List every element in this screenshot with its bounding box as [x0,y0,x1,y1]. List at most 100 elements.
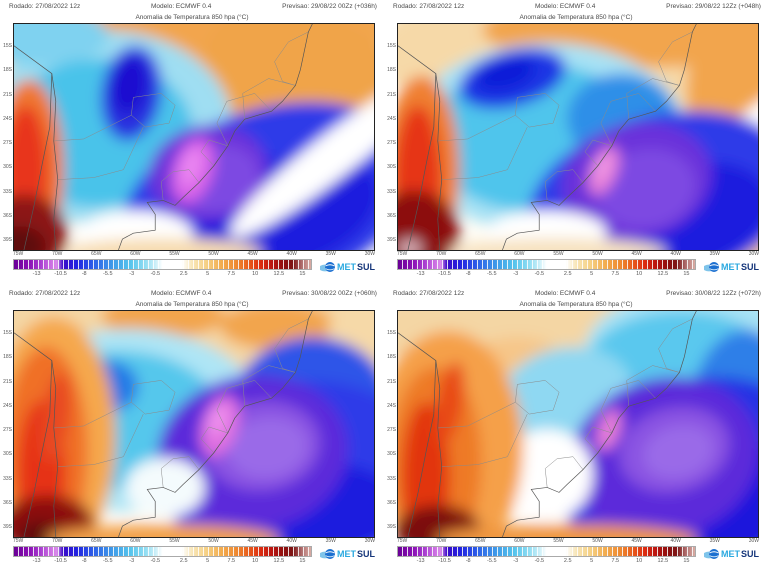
colorbar-tick-label: -3 [129,558,135,564]
colorbar-tick-label: 7.5 [227,558,236,564]
lon-axis: 75W 70W 65W 60W 55W 50W 45W 40W 35W 30W [397,251,759,258]
logo-text-met: MET [721,262,740,272]
axis-tick-label: 55W [553,251,564,257]
colorbar-tick-label: 7.5 [227,271,236,277]
colorbar-tick-label: 10 [636,558,643,564]
colorbar-tick-label: 2.5 [563,558,572,564]
colorbar [397,259,696,270]
axis-tick-label: 21S [3,378,12,385]
colorbar-tick-label: -3 [513,271,519,277]
axis-tick-label: 55W [169,538,180,544]
axis-tick-label: 30S [387,451,396,458]
axis-tick-label: 40W [670,538,681,544]
axis-tick-label: 75W [13,251,24,257]
axis-tick-label: 30S [387,164,396,171]
axis-tick-label: 65W [91,251,102,257]
axis-tick-label: 27S [387,140,396,146]
axis-tick-label: 50W [592,538,603,544]
lat-axis: 15S 18S 21S 24S 27S 30S 33S 36S 39S [0,23,13,251]
colorbar-tick-label: -0.5 [534,558,545,564]
colorbar-tick-label: -5.5 [103,271,113,277]
logo-text-met: MET [337,262,356,272]
anomaly-field-svg [398,311,758,537]
axis-tick-label: 36S [3,499,12,506]
panel-036h: Rodado: 27/08/2022 12z Modelo: ECMWF 0.4… [0,0,384,287]
axis-tick-label: 30W [748,538,759,544]
panel-072h: Rodado: 27/08/2022 12z Modelo: ECMWF 0.4… [384,287,768,575]
panel-header: Rodado: 27/08/2022 12z Modelo: ECMWF 0.4… [384,0,768,13]
axis-tick-label: 15S [387,330,396,336]
run-label: Rodado: 27/08/2022 12z [9,290,81,297]
colorbar-tick-label: 5 [206,271,210,277]
axis-tick-label: 35W [709,251,720,257]
axis-tick-label: 70W [436,538,447,544]
model-label: Modelo: ECMWF 0.4 [535,290,596,297]
weather-map [13,23,375,251]
panel-048h: Rodado: 27/08/2022 12z Modelo: ECMWF 0.4… [384,0,768,287]
colorbar-tick-label: 12.5 [273,271,285,277]
colorbar-tick-label: 2.5 [563,271,572,277]
colorbar-tick-label: -3 [129,271,135,277]
axis-tick-label: 30W [364,538,375,544]
axis-tick-label: 40W [286,538,297,544]
colorbar-tick-label: -3 [513,558,519,564]
axis-tick-label: 30W [364,251,375,257]
panel-header: Rodado: 27/08/2022 12z Modelo: ECMWF 0.4… [0,0,384,13]
map-row: 15S 18S 21S 24S 27S 30S 33S 36S 39S [0,310,384,538]
axis-tick-label: 55W [169,251,180,257]
axis-tick-label: 35W [325,251,336,257]
colorbar-ticks: -13 -10.5 -8 -5.5 -3 -0.5 2.5 5 7.5 10 12.5 15 [397,270,696,278]
colorbar-tick-label: -10.5 [438,271,451,277]
colorbar [397,546,696,557]
axis-tick-label: 33S [3,188,12,195]
colorbar [13,259,312,270]
model-label: Modelo: ECMWF 0.4 [151,290,212,297]
axis-tick-label: 50W [208,538,219,544]
lon-axis: 75W 70W 65W 60W 55W 50W 45W 40W 35W 30W [397,538,759,545]
colorbar-tick-label: 5 [590,271,594,277]
colorbar-tick-label: 15 [299,558,306,564]
colorbar-wrap: -13 -10.5 -8 -5.5 -3 -0.5 2.5 5 7.5 10 12.5 15 [13,259,312,278]
colorbar-tick-label: -8 [81,271,87,277]
axis-tick-label: 65W [475,251,486,257]
panel-footer: -13 -10.5 -8 -5.5 -3 -0.5 2.5 5 7.5 10 12.5 15 MET S… [397,546,762,565]
panel-footer: -13 -10.5 -8 -5.5 -3 -0.5 2.5 5 7.5 10 12.5 15 MET S… [397,259,762,278]
colorbar-tick-label: -13 [416,271,425,277]
axis-tick-label: 36S [3,212,12,219]
model-label: Modelo: ECMWF 0.4 [151,3,212,10]
axis-tick-label: 24S [387,402,396,409]
colorbar-tick-label: 12.5 [657,271,669,277]
axis-tick-label: 33S [387,188,396,195]
colorbar-tick-label: 15 [683,558,690,564]
map-row: 15S 18S 21S 24S 27S 30S 33S 36S 39S [0,23,384,251]
axis-tick-label: 21S [3,91,12,98]
axis-tick-label: 18S [3,354,12,361]
metsul-logo: MET SUL [320,259,378,274]
axis-tick-label: 75W [397,251,408,257]
axis-tick-label: 39S [3,524,12,530]
colorbar-wrap: -13 -10.5 -8 -5.5 -3 -0.5 2.5 5 7.5 10 12.5 15 [13,546,312,565]
axis-tick-label: 70W [52,538,63,544]
axis-tick-label: 18S [3,67,12,74]
axis-tick-label: 70W [52,251,63,257]
metsul-logo: MET SUL [704,546,762,561]
axis-tick-label: 70W [436,251,447,257]
colorbar-tick-label: 5 [590,558,594,564]
metsul-logo: MET SUL [320,546,378,561]
axis-tick-label: 55W [553,538,564,544]
globe-icon [320,549,335,559]
colorbar-tick-label: -8 [465,271,471,277]
colorbar-tick-label: -10.5 [54,558,67,564]
map-title: Anomalia de Temperatura 850 hpa (°C) [135,301,249,308]
panel-footer: -13 -10.5 -8 -5.5 -3 -0.5 2.5 5 7.5 10 12.5 15 MET S… [13,546,378,565]
panel-footer: -13 -10.5 -8 -5.5 -3 -0.5 2.5 5 7.5 10 12.5 15 MET S… [13,259,378,278]
lon-axis: 75W 70W 65W 60W 55W 50W 45W 40W 35W 30W [13,538,375,545]
lat-axis: 15S 18S 21S 24S 27S 30S 33S 36S 39S [0,310,13,538]
colorbar-tick-label: 7.5 [611,271,620,277]
globe-icon [704,262,719,272]
axis-tick-label: 24S [3,402,12,409]
map-title: Anomalia de Temperatura 850 hpa (°C) [135,14,249,21]
logo-text-sul: SUL [357,549,375,559]
lon-axis: 75W 70W 65W 60W 55W 50W 45W 40W 35W 30W [13,251,375,258]
